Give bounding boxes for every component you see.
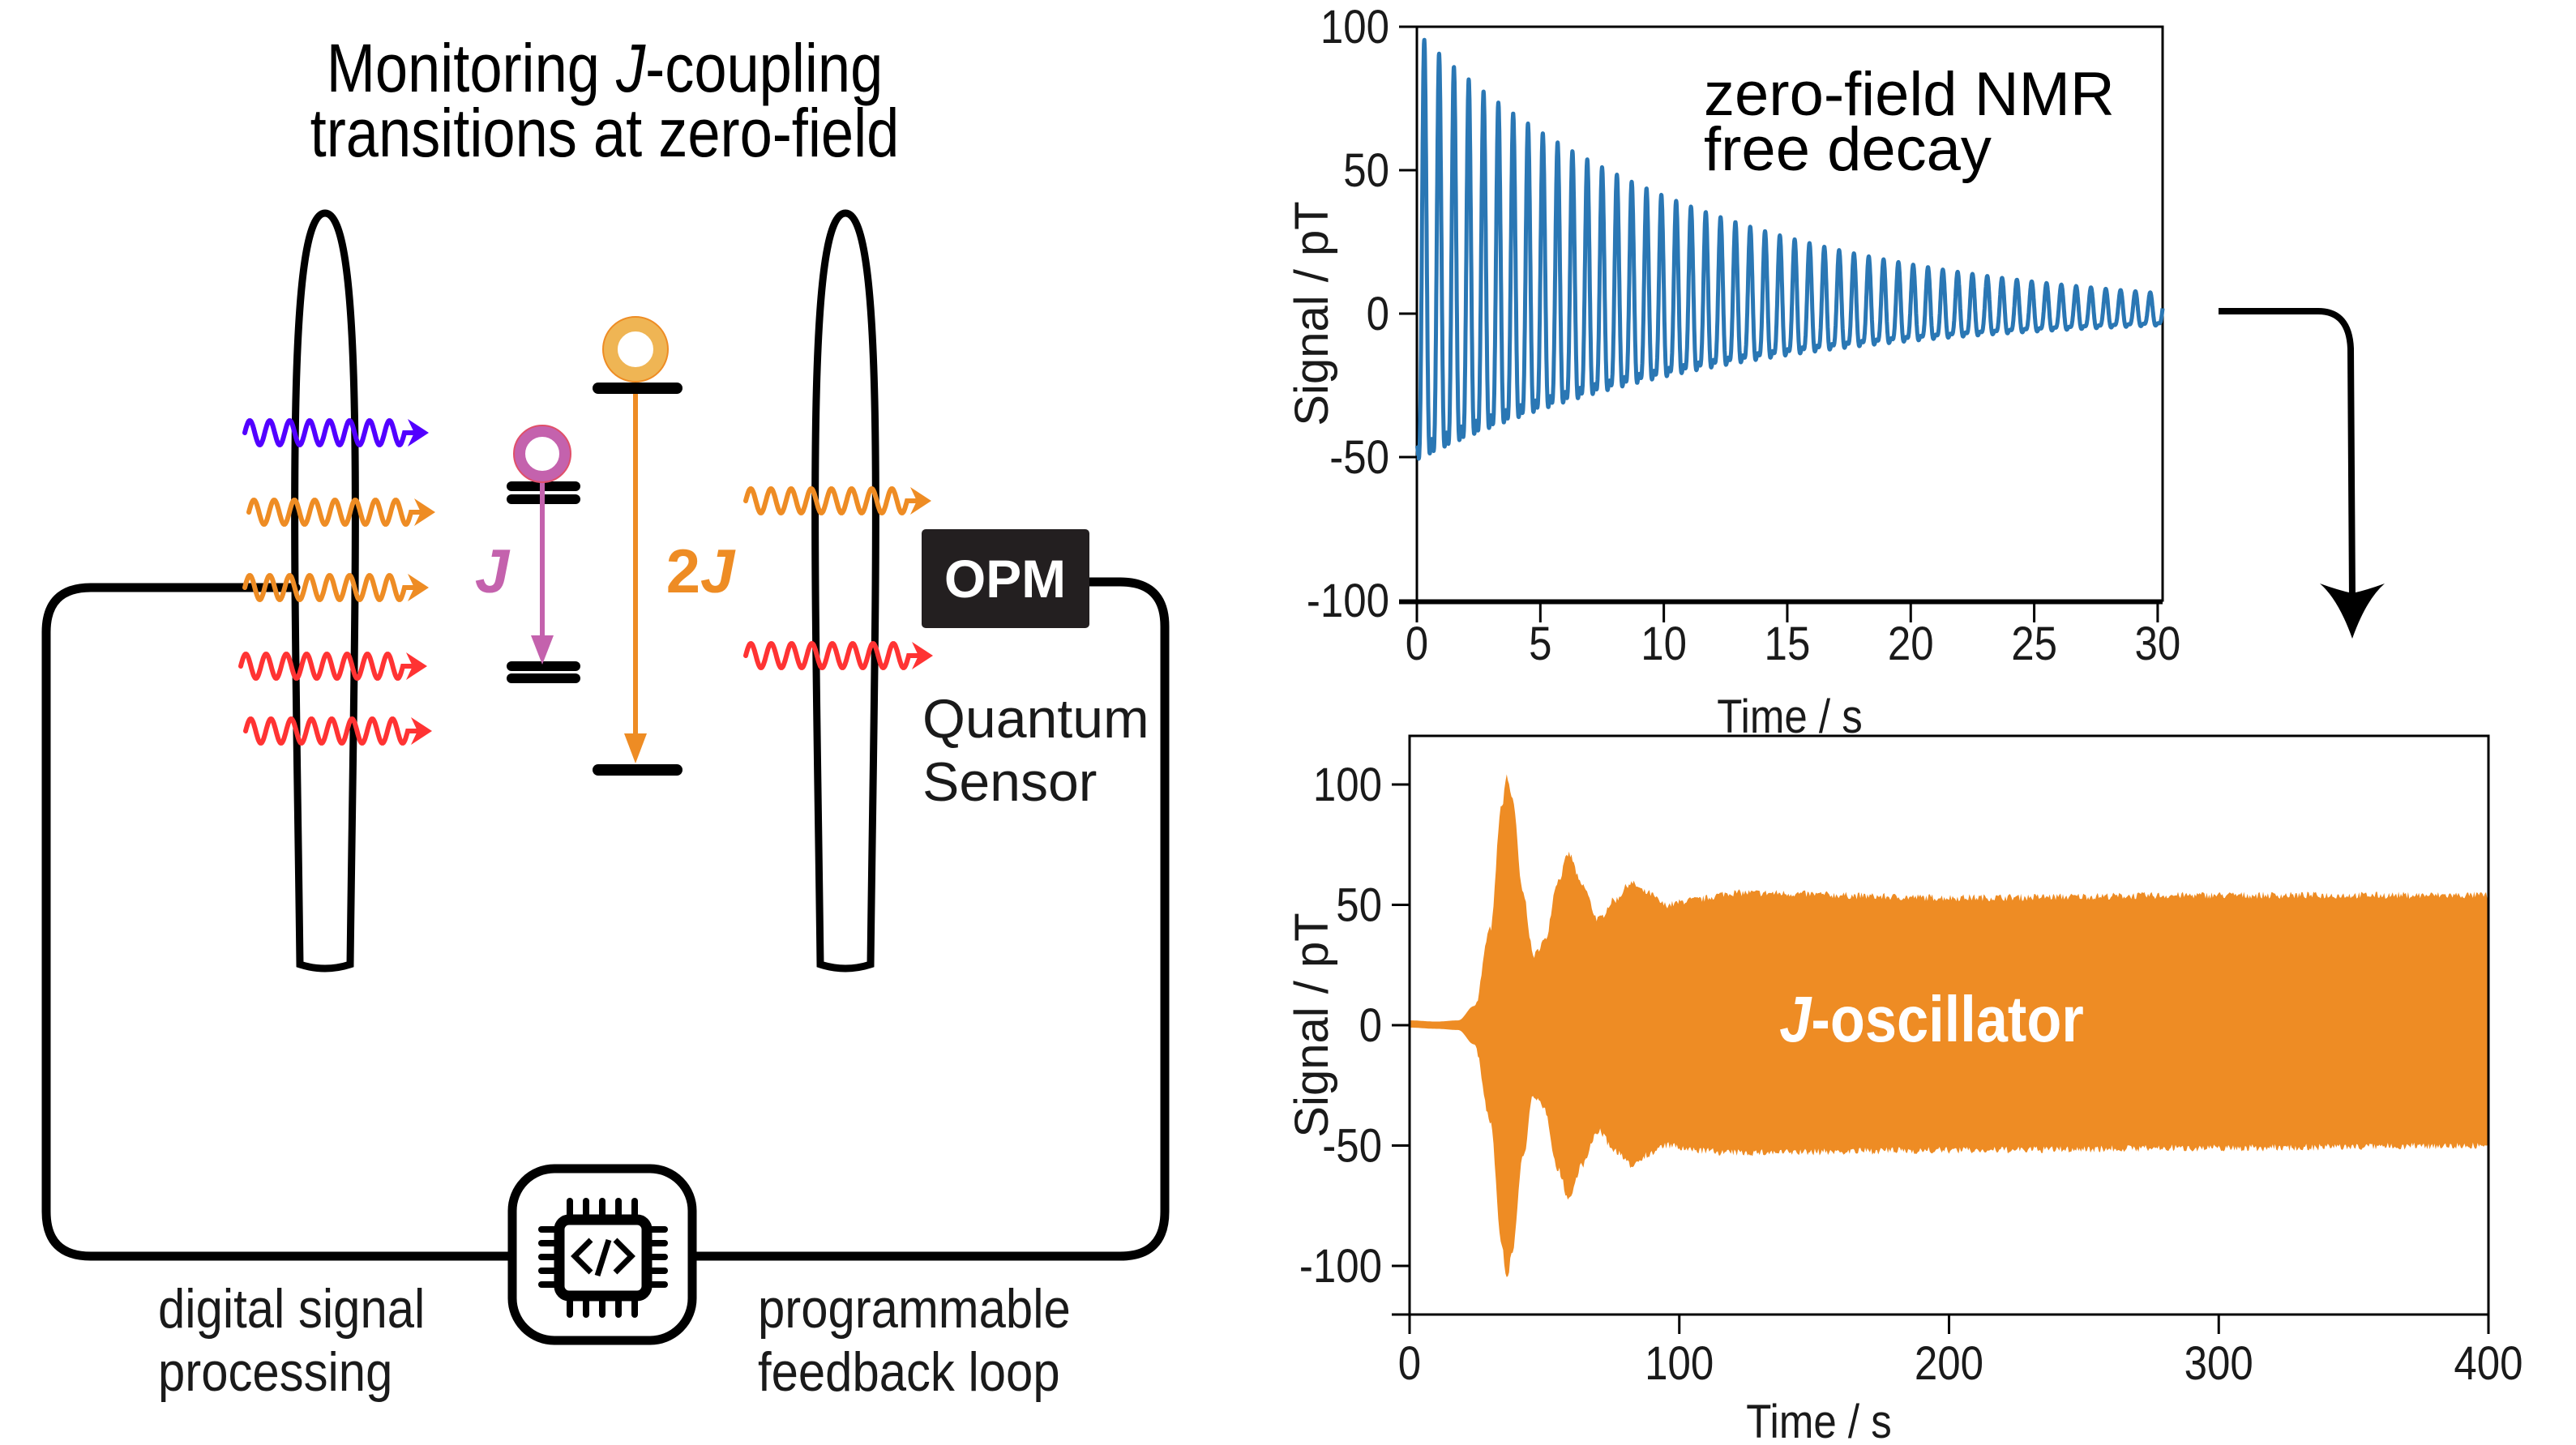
j-oscillator-signal-area (1410, 774, 2488, 1277)
j-label: J (475, 537, 511, 606)
x-tick-label: 25 (2011, 618, 2057, 670)
y-tick-label: -50 (1329, 431, 1389, 484)
code-slash-icon (594, 1238, 612, 1277)
wave-arrow-head (408, 419, 429, 447)
diagram-title-line2: transitions at zero-field (310, 95, 900, 171)
free-decay-y-axis-title: Signal / pT (1286, 201, 1338, 425)
left-coil-lens (291, 209, 359, 973)
x-tick-label: 30 (2135, 618, 2181, 670)
wave-arrow-head (408, 574, 429, 601)
wave-arrow-head (411, 717, 432, 745)
j-transition-arrow-head (531, 635, 554, 665)
j-oscillator-chart: 100 50 0 -50 -100 0 100 200 300 400 Time / s Sig… (1286, 734, 2523, 1445)
opm-box[interactable] (922, 529, 1089, 628)
outgoing-photon-waves (743, 486, 933, 670)
two-j-upper-level-bar (593, 383, 683, 394)
wave-arrow-head (414, 498, 435, 526)
j-oscillator-annotation: J-oscillator (1779, 983, 2084, 1055)
free-decay-annotation-line2: free decay (1704, 115, 1992, 184)
wave-line (242, 573, 420, 602)
photon-wave-arrow (243, 716, 432, 746)
two-j-label: 2J (666, 537, 736, 606)
x-tick-label: 0 (1398, 1337, 1421, 1390)
wave-line (743, 486, 922, 515)
free-decay-signal-line (1414, 37, 2165, 461)
feedback-loop-wire-left (41, 583, 516, 1261)
free-decay-chart: 100 50 0 -50 -100 0 5 10 15 20 25 30 Time / s Sign… (1286, 1, 2180, 743)
j-oscillator-y-ticks: 100 50 0 -50 -100 (1299, 759, 1410, 1293)
x-tick-label: 300 (2184, 1337, 2253, 1390)
y-tick-label: 0 (1367, 288, 1389, 340)
wave-line (743, 641, 924, 670)
j-oscillator-x-ticks: 0 100 200 300 400 (1392, 1313, 2523, 1390)
x-tick-label: 200 (1915, 1337, 1983, 1390)
two-j-transition: 2J (593, 316, 736, 776)
dsp-caption-line1: digital signal (158, 1277, 425, 1339)
wave-arrow-head (910, 487, 931, 515)
chip-code-icon[interactable] (507, 1164, 697, 1345)
j-oscillator-x-axis-title: Time / s (1746, 1396, 1892, 1445)
two-j-lower-level-bar (593, 764, 683, 776)
x-tick-label: 100 (1645, 1337, 1714, 1390)
x-tick-label: 0 (1406, 618, 1428, 670)
wave-line (238, 652, 418, 681)
x-tick-label: 20 (1888, 618, 1934, 670)
j-lower-level-bar-1 (507, 661, 580, 671)
y-tick-label: 0 (1359, 999, 1382, 1052)
x-tick-label: 15 (1765, 618, 1811, 670)
two-j-spin-state-icon (603, 317, 668, 382)
y-tick-label: -100 (1299, 1240, 1382, 1293)
schematic-diagram: Monitoring J-coupling transitions at zer… (41, 30, 1170, 1403)
photon-wave-arrow (743, 641, 933, 670)
y-tick-label: 100 (1320, 1, 1389, 53)
wave-line (242, 418, 420, 447)
j-lower-level-bar-2 (507, 673, 580, 683)
photon-wave-arrow (242, 418, 429, 447)
arrow-right-then-down-icon (2219, 308, 2385, 639)
photon-wave-arrow (246, 498, 435, 527)
photon-wave-arrow (743, 486, 931, 515)
quantum-sensor-caption-line2: Sensor (922, 751, 1097, 813)
feedback-loop-wire-right (689, 577, 1170, 1261)
code-bracket-right-icon (613, 1238, 635, 1275)
photon-wave-arrow (238, 652, 427, 681)
x-tick-label: 400 (2454, 1337, 2523, 1390)
diagram-title-line1: Monitoring J-coupling (327, 30, 884, 106)
opm-label: OPM (944, 549, 1066, 609)
wave-line (246, 498, 426, 527)
free-decay-y-ticks: 100 50 0 -50 -100 (1307, 1, 1417, 627)
code-bracket-left-icon (571, 1238, 593, 1275)
j-transition: J (475, 425, 580, 683)
two-j-transition-arrow-head (624, 733, 647, 763)
j-spin-state-icon (514, 425, 571, 482)
y-tick-label: -50 (1322, 1119, 1382, 1172)
free-decay-x-axis-title: Time / s (1717, 690, 1863, 743)
photon-wave-arrow (242, 573, 429, 602)
x-tick-label: 5 (1529, 618, 1551, 670)
incoming-photon-waves (238, 418, 435, 746)
y-tick-label: 100 (1313, 759, 1382, 811)
free-decay-annotation-line1: zero-field NMR (1704, 60, 2115, 129)
y-tick-label: 50 (1336, 879, 1382, 931)
right-coil-lens (811, 209, 879, 973)
wave-arrow-head (912, 642, 933, 669)
dsp-caption-line2: processing (158, 1340, 392, 1402)
feedback-caption-line1: programmable (758, 1277, 1071, 1339)
x-tick-label: 10 (1641, 618, 1687, 670)
wave-arrow-head (406, 652, 427, 680)
j-spin-state-outline (513, 425, 571, 483)
wave-line (243, 716, 423, 746)
free-decay-x-ticks: 0 5 10 15 20 25 30 (1399, 601, 2181, 670)
j-oscillator-y-axis-title: Signal / pT (1286, 913, 1338, 1137)
y-tick-label: 50 (1343, 144, 1389, 197)
y-tick-label: -100 (1307, 575, 1389, 627)
quantum-sensor-caption-line1: Quantum (922, 688, 1149, 750)
feedback-caption-line2: feedback loop (758, 1340, 1060, 1402)
two-j-spin-state-outline (602, 316, 669, 383)
opm-sensor[interactable]: OPM (922, 529, 1089, 628)
